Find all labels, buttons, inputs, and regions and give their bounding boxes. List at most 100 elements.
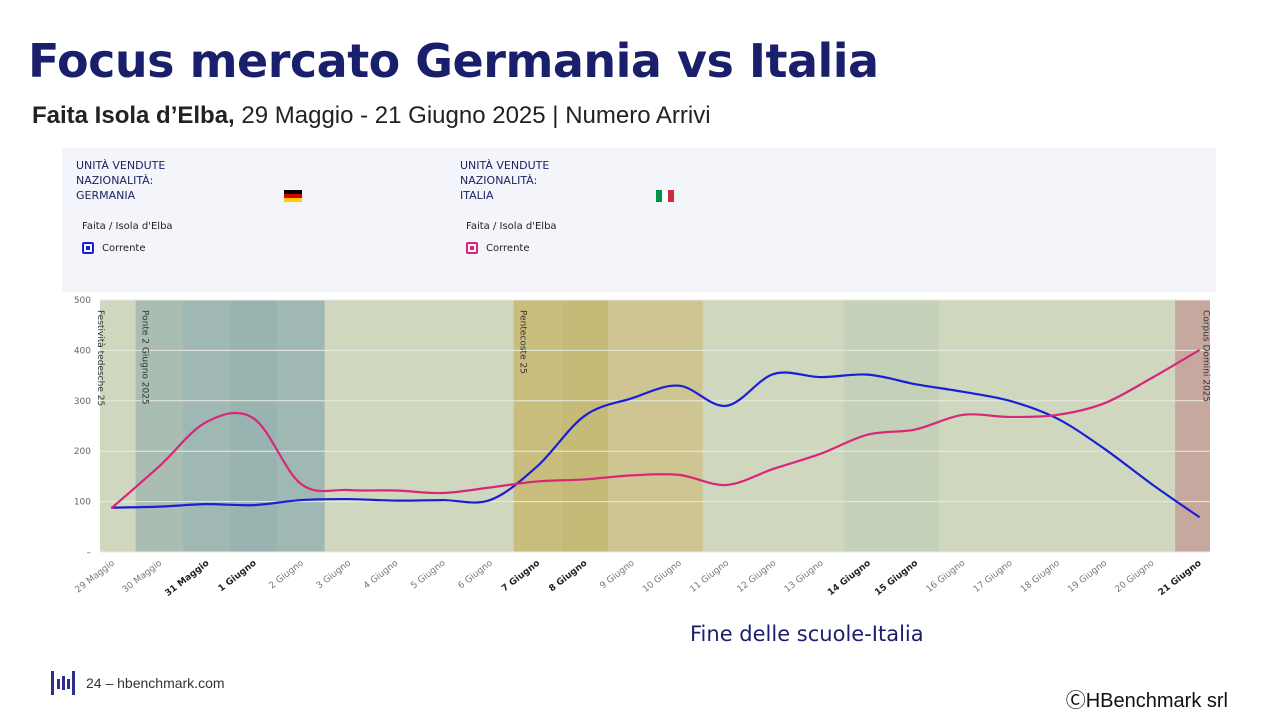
event-band-3 (230, 300, 278, 552)
y-tick-label: 300 (74, 397, 91, 407)
x-tick-label: 1 Giugno (217, 558, 259, 594)
germany-legend-swatch (82, 242, 94, 254)
hbenchmark-logo-icon (51, 671, 75, 695)
data-point-italia (110, 506, 114, 510)
x-tick-label: 16 Giugno (925, 558, 968, 595)
x-tick-label: 12 Giugno (736, 558, 779, 595)
series-line-italia (110, 349, 1200, 509)
y-tick-label: 400 (74, 346, 91, 356)
x-tick-label: 8 Giugno (547, 558, 589, 594)
data-point-italia (677, 473, 681, 477)
event-band-8 (844, 300, 939, 552)
italy-legend-swatch (466, 242, 478, 254)
subtitle-bold: Faita Isola d’Elba, (32, 102, 235, 129)
y-tick-label: – (87, 548, 92, 558)
italy-legend[interactable]: Corrente (466, 242, 530, 254)
y-tick-label: 500 (74, 296, 91, 306)
kpi-germany: UNITÀ VENDUTE NAZIONALITÀ: GERMANIA (76, 158, 165, 203)
x-tick-label: 9 Giugno (598, 558, 637, 591)
footer-page-site: 24 – hbenchmark.com (86, 675, 225, 691)
event-band-9 (1175, 300, 1210, 552)
footer-brand: 24 – hbenchmark.com (50, 670, 225, 696)
x-tick-label: 20 Giugno (1114, 558, 1157, 595)
data-point-italia (1102, 401, 1106, 405)
data-point-italia (819, 452, 823, 456)
data-point-italia (724, 483, 728, 487)
data-point-germania (346, 497, 350, 501)
data-point-germania (677, 384, 681, 388)
x-tick-label: 11 Giugno (688, 558, 731, 595)
x-tick-label: 15 Giugno (873, 558, 920, 598)
data-point-germania (819, 375, 823, 379)
subtitle-rest: 29 Maggio - 21 Giugno 2025 | Numero Arri… (234, 102, 711, 129)
data-point-italia (913, 428, 917, 432)
event-band-2 (182, 300, 231, 552)
data-point-germania (1197, 515, 1201, 519)
event-band-1 (135, 300, 183, 552)
italy-flag-icon (656, 190, 674, 202)
x-tick-label: 29 Maggio (74, 558, 118, 595)
data-point-germania (299, 498, 303, 502)
x-tick-label: 10 Giugno (641, 558, 684, 595)
kpi-germany-line3: GERMANIA (76, 189, 136, 202)
copyright-notice: ⒸHBenchmark srl (1065, 690, 1228, 712)
data-point-germania (772, 372, 776, 376)
data-point-germania (1008, 399, 1012, 403)
data-point-germania (630, 396, 634, 400)
x-tick-label: 3 Giugno (315, 558, 354, 591)
data-point-germania (205, 502, 209, 506)
data-point-germania (1150, 482, 1154, 486)
data-point-italia (535, 479, 539, 483)
page-title: Focus mercato Germania vs Italia (28, 34, 879, 88)
germany-legend[interactable]: Corrente (82, 242, 146, 254)
data-point-italia (488, 485, 492, 489)
x-tick-label: 4 Giugno (362, 558, 401, 591)
x-tick-label: 21 Giugno (1157, 558, 1204, 598)
data-point-germania (1055, 416, 1059, 420)
event-band-6 (560, 300, 609, 552)
kpi-italy-line3: ITALIA (460, 189, 494, 202)
data-point-italia (441, 491, 445, 495)
data-point-italia (1150, 376, 1154, 380)
x-tick-label: 7 Giugno (500, 558, 542, 594)
x-tick-label: 17 Giugno (972, 558, 1015, 595)
data-point-germania (394, 499, 398, 503)
germany-flag-icon (284, 190, 302, 202)
event-annotation-1: Ponte 2 Giugno 2025 (140, 310, 150, 405)
data-point-germania (866, 373, 870, 377)
event-annotation-2: Pentecoste 25 (518, 310, 528, 374)
x-tick-label: 30 Maggio (121, 558, 165, 595)
data-point-italia (866, 433, 870, 437)
italy-legend-label: Corrente (486, 242, 530, 254)
kpi-italy-line2: NAZIONALITÀ: (460, 174, 538, 187)
kpi-germany-line2: NAZIONALITÀ: (76, 174, 154, 187)
data-point-italia (1008, 415, 1012, 419)
school-end-note: Fine delle scuole-Italia (690, 622, 924, 646)
data-point-germania (157, 505, 161, 509)
germany-group-label: Faita / Isola d'Elba (82, 221, 173, 232)
event-annotation-0: Festività tedesche 25 (95, 310, 105, 406)
data-point-germania (961, 390, 965, 394)
data-point-italia (961, 413, 965, 417)
kpi-italy: UNITÀ VENDUTE NAZIONALITÀ: ITALIA (460, 158, 549, 203)
x-tick-label: 31 Maggio (164, 558, 212, 598)
data-point-italia (394, 489, 398, 493)
x-tick-label: 13 Giugno (783, 558, 826, 595)
data-point-italia (772, 467, 776, 471)
page-subtitle: Faita Isola d’Elba, 29 Maggio - 21 Giugn… (32, 102, 711, 130)
y-tick-label: 200 (74, 447, 91, 457)
event-band-4 (277, 300, 325, 552)
data-point-italia (583, 477, 587, 481)
data-point-germania (583, 414, 587, 418)
data-point-germania (1102, 447, 1106, 451)
x-tick-label: 14 Giugno (826, 558, 873, 598)
data-point-italia (1055, 413, 1059, 417)
x-tick-label: 5 Giugno (409, 558, 448, 591)
data-point-germania (441, 498, 445, 502)
data-point-germania (488, 498, 492, 502)
event-annotation-3: Corpus Domini 2025 (1200, 310, 1210, 402)
x-tick-label: 18 Giugno (1019, 558, 1062, 595)
x-tick-label: 19 Giugno (1066, 558, 1109, 595)
data-point-italia (1197, 348, 1201, 352)
